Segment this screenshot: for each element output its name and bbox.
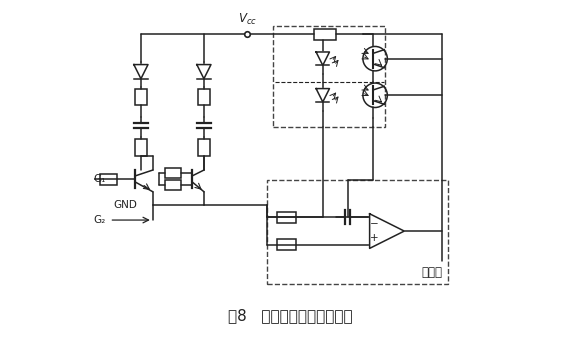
Polygon shape [316,89,329,102]
Bar [314,29,336,40]
Polygon shape [370,214,404,248]
Text: 电流环: 电流环 [421,266,442,279]
Text: $V_{cc}$: $V_{cc}$ [238,12,257,27]
Bar [198,139,210,156]
Bar [198,89,210,105]
Bar [277,239,296,250]
Polygon shape [316,52,329,65]
Text: GND: GND [113,200,137,211]
Polygon shape [134,65,148,79]
Bar [267,180,448,284]
Bar [164,180,181,190]
Text: −: − [370,220,379,229]
Bar [99,174,117,185]
Text: 图8   过零点调整电路示意图: 图8 过零点调整电路示意图 [228,308,353,323]
Bar [277,212,296,223]
Bar [135,139,147,156]
Bar [135,89,147,105]
Polygon shape [197,65,211,79]
Text: G₁: G₁ [94,174,106,184]
Bar [273,26,385,127]
Bar [164,168,181,178]
Text: +: + [370,233,379,243]
Text: G₂: G₂ [94,215,106,225]
